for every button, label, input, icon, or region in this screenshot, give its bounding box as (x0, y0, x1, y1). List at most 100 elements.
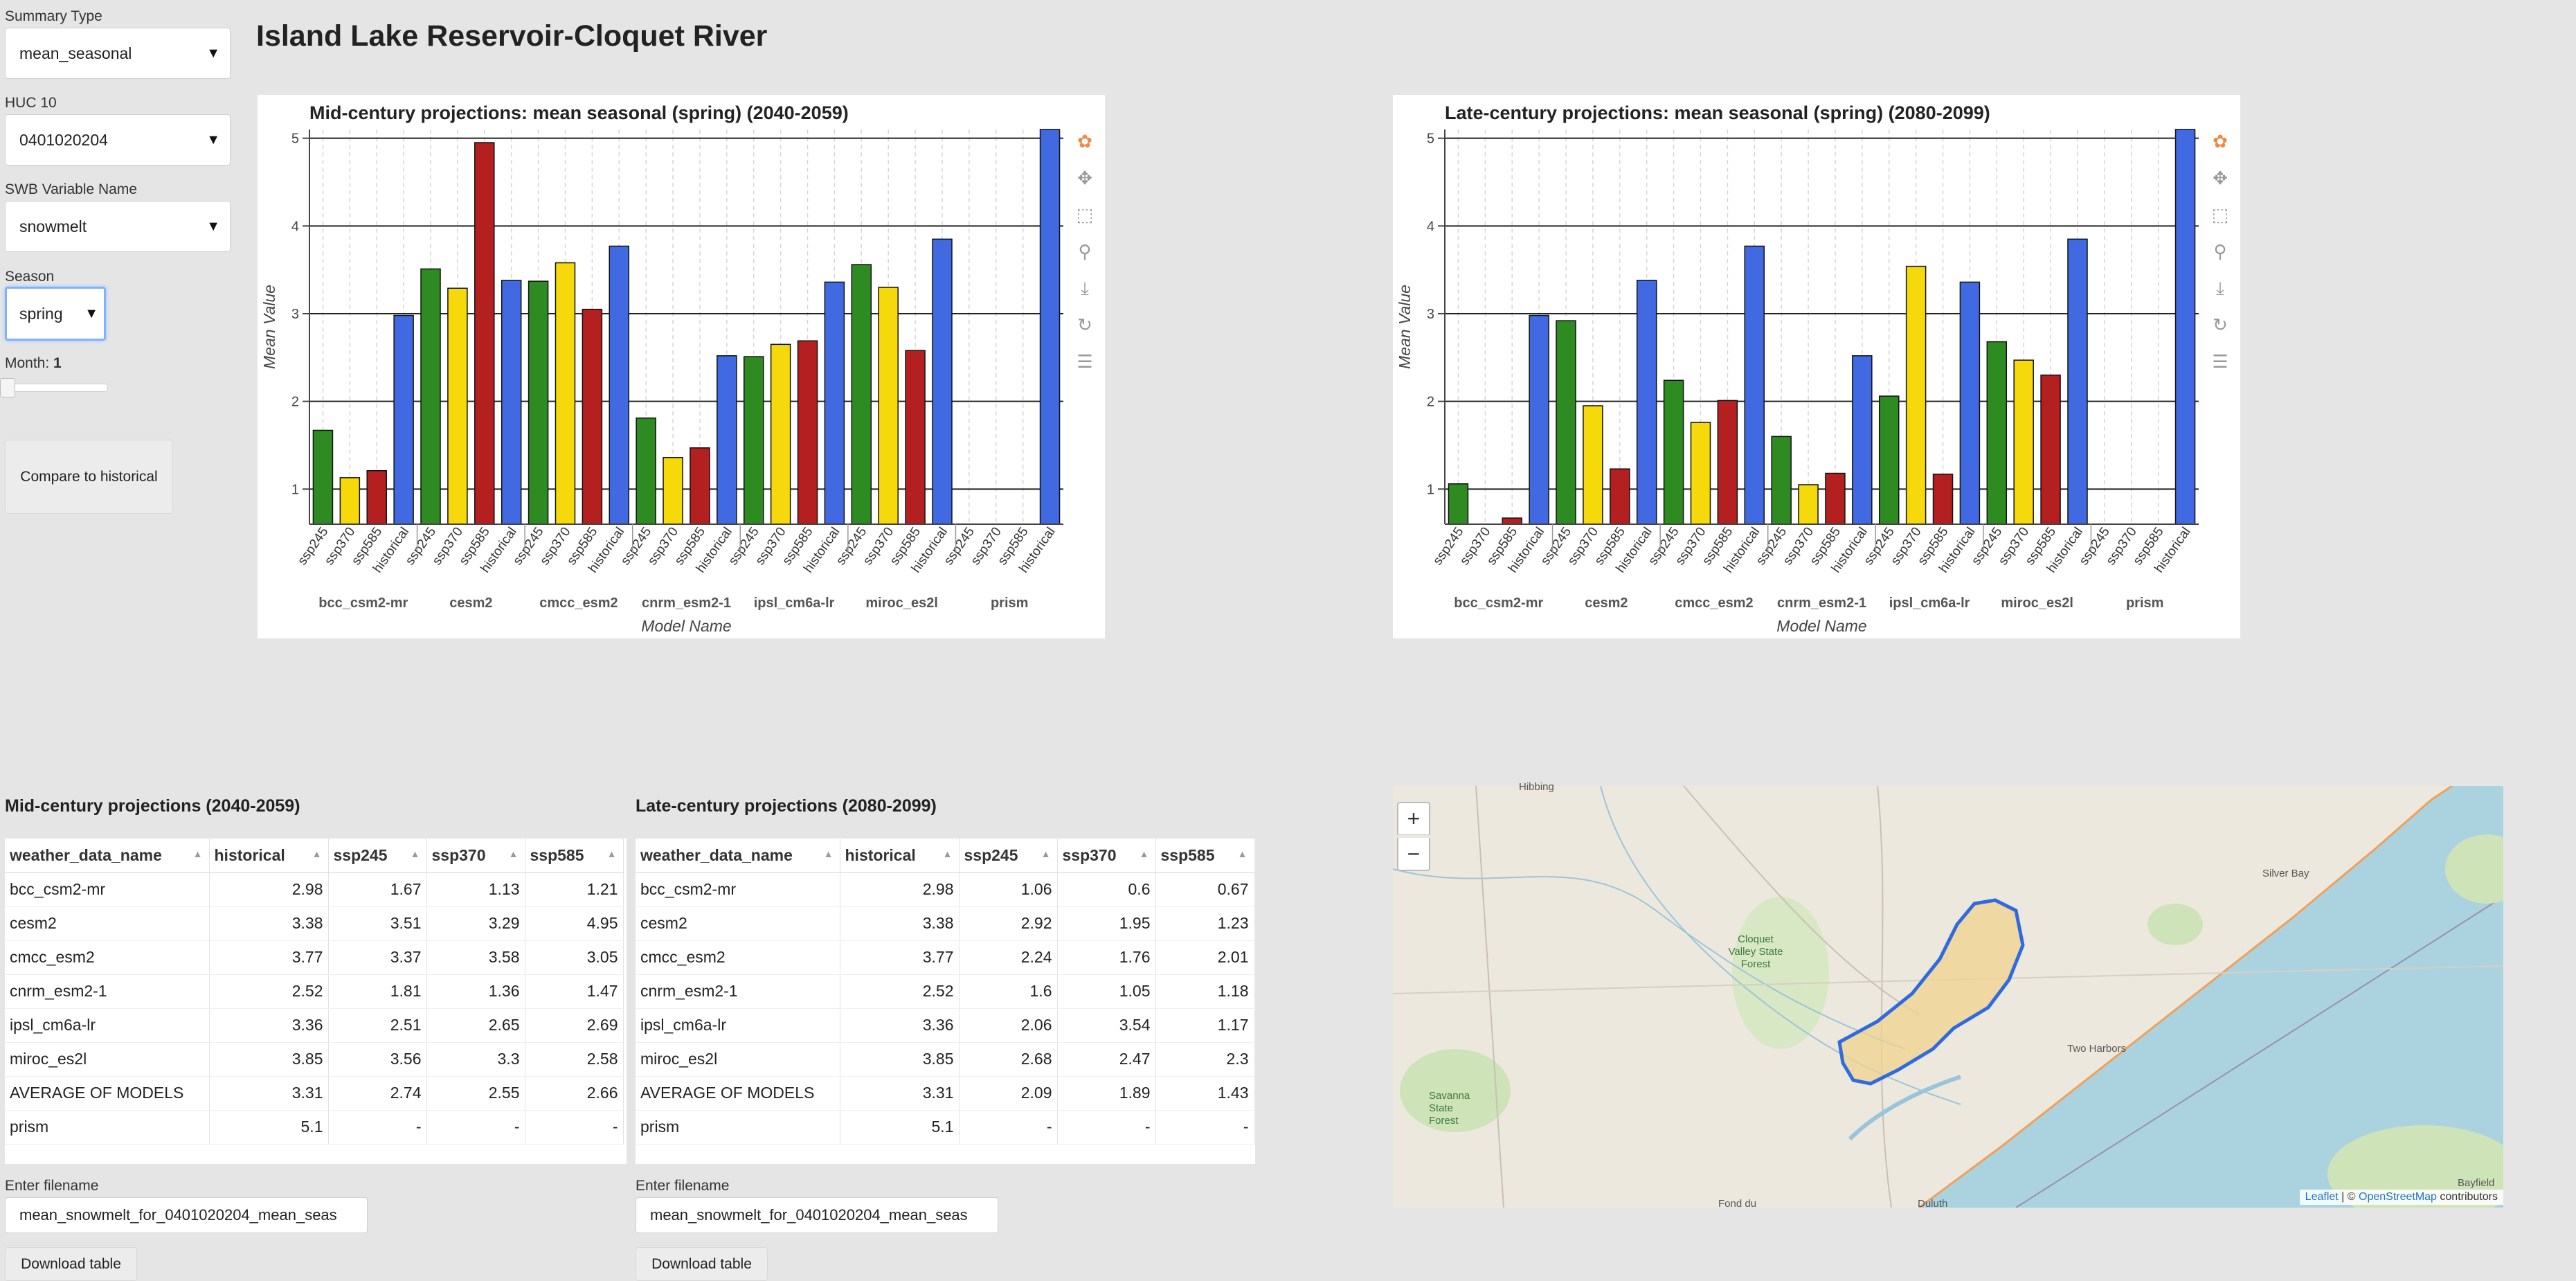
column-header-historical[interactable]: historical ▲ (840, 839, 960, 873)
x-group-label: ipsl_cm6a-lr (1889, 595, 1970, 611)
wheel-zoom-icon[interactable]: ⚲ (2213, 241, 2226, 262)
box-zoom-icon[interactable]: ⬚ (1077, 204, 1094, 225)
save-icon[interactable]: ⤓ (1081, 278, 1089, 298)
place-bayfield: Bayfield (2458, 1177, 2495, 1189)
bar-ssp585-cmcc_esm2 (582, 308, 603, 525)
table-cell: 1.05 (1057, 974, 1156, 1009)
watershed-map[interactable] (1393, 786, 2503, 1208)
table-cell: AVERAGE OF MODELS (636, 1076, 840, 1111)
map-attribution: Leaflet | © OpenStreetMap contributors (2299, 1190, 2503, 1205)
bar-historical-cnrm_esm2-1 (717, 355, 737, 525)
table-cell: 3.38 (209, 906, 329, 941)
osm-link[interactable]: OpenStreetMap (2359, 1191, 2437, 1203)
sort-icon[interactable]: ▲ (192, 848, 203, 859)
table-cell: 2.01 (1155, 940, 1254, 975)
summary-type-label: Summary Type (5, 8, 102, 24)
hover-icon[interactable]: ☰ (2212, 351, 2228, 372)
sort-icon[interactable]: ▲ (508, 848, 519, 859)
table-cell: 1.47 (525, 974, 624, 1009)
column-header-weather_data_name[interactable]: weather_data_name ▲ (636, 839, 840, 873)
map-tiles (1393, 786, 2503, 1208)
month-slider-handle[interactable] (0, 378, 15, 397)
x-group-label: cnrm_esm2-1 (1777, 595, 1866, 611)
reset-icon[interactable]: ↻ (2213, 314, 2228, 335)
column-header-ssp245[interactable]: ssp245 ▲ (328, 839, 427, 873)
month-slider-track[interactable] (6, 384, 108, 392)
season-select[interactable]: spring ▼ (5, 287, 106, 341)
place-silver-bay: Silver Bay (2262, 868, 2309, 879)
mid-download-button[interactable]: Download table (5, 1247, 137, 1281)
bar-historical-cmcc_esm2 (609, 245, 630, 525)
bar-ssp245-cmcc_esm2 (1663, 379, 1684, 525)
summary-type-select[interactable]: mean_seasonal ▼ (5, 28, 231, 79)
hover-icon[interactable]: ☰ (1077, 351, 1092, 372)
place-duluth: Duluth (1918, 1198, 1948, 1210)
bar-ssp245-miroc_es2l (851, 264, 872, 525)
place-hibbing: Hibbing (1519, 781, 1554, 793)
column-header-ssp245[interactable]: ssp245 ▲ (959, 839, 1058, 873)
month-value: 1 (53, 355, 62, 371)
late-table-title: Late-century projections (2080-2099) (636, 796, 937, 816)
table-cell: 1.43 (1155, 1076, 1254, 1111)
table-row: cmcc_esm2 3.77 3.37 3.58 3.05 (5, 940, 624, 975)
late-filename-input[interactable]: mean_snowmelt_for_0401020204_mean_seas (636, 1197, 998, 1233)
huc10-select[interactable]: 0401020204 ▼ (5, 114, 231, 165)
leaflet-link[interactable]: Leaflet (2305, 1191, 2339, 1203)
sort-icon[interactable]: ▲ (942, 848, 953, 859)
zoom-out-button[interactable]: − (1397, 838, 1430, 871)
sort-icon[interactable]: ▲ (312, 848, 322, 859)
table-cell: 3.54 (1057, 1008, 1156, 1043)
y-tick-label: 1 (291, 482, 299, 497)
save-icon[interactable]: ⤓ (2216, 278, 2224, 298)
wheel-zoom-icon[interactable]: ⚲ (1078, 241, 1091, 262)
table-cell: 2.65 (426, 1008, 525, 1043)
pan-icon[interactable]: ✥ (1077, 168, 1092, 188)
table-cell: 1.67 (328, 872, 427, 907)
bar-ssp585-miroc_es2l (2040, 374, 2061, 525)
pan-icon[interactable]: ✥ (2213, 168, 2228, 188)
bar-ssp370-cnrm_esm2-1 (1798, 484, 1819, 525)
compare-historical-button[interactable]: Compare to historical (5, 440, 173, 514)
bar-ssp585-cnrm_esm2-1 (690, 447, 710, 525)
column-header-ssp585[interactable]: ssp585 ▲ (525, 839, 624, 873)
sort-icon[interactable]: ▲ (1237, 848, 1248, 859)
table-cell: 4.95 (525, 906, 624, 941)
column-header-weather_data_name[interactable]: weather_data_name ▲ (5, 839, 210, 873)
huc10-watershed-boundary (1837, 898, 2025, 1086)
shoreline-road (1918, 786, 2453, 1208)
bar-ssp370-ipsl_cm6a-lr (1905, 265, 1927, 525)
sort-icon[interactable]: ▲ (1041, 848, 1051, 859)
sort-icon[interactable]: ▲ (1139, 848, 1149, 859)
place-two-harbors: Two Harbors (2067, 1043, 2127, 1055)
column-header-ssp370[interactable]: ssp370 ▲ (426, 839, 525, 873)
mid-filename-input[interactable]: mean_snowmelt_for_0401020204_mean_seas (5, 1197, 368, 1233)
bar-ssp370-cnrm_esm2-1 (663, 456, 683, 525)
bokeh-logo-icon[interactable]: ✿ (2213, 131, 2228, 152)
late-filename-label: Enter filename (636, 1178, 730, 1194)
sort-icon[interactable]: ▲ (823, 848, 834, 859)
table-cell: 3.37 (328, 940, 427, 975)
zoom-in-button[interactable]: + (1397, 802, 1430, 835)
sort-icon[interactable]: ▲ (606, 848, 617, 859)
bar-historical-cmcc_esm2 (1744, 245, 1765, 525)
y-axis-label: Mean Value (260, 285, 278, 369)
swb-variable-select[interactable]: snowmelt ▼ (5, 201, 231, 252)
mid-table: weather_data_name ▲ historical ▲ ssp245 ▲ ssp3… (5, 839, 627, 1164)
bokeh-logo-icon[interactable]: ✿ (1077, 131, 1092, 152)
column-header-historical[interactable]: historical ▲ (209, 839, 329, 873)
x-axis-label: Model Name (1776, 617, 1866, 635)
table-cell: 0.6 (1057, 872, 1156, 907)
bar-ssp585-ipsl_cm6a-lr (797, 340, 818, 525)
table-cell: 3.58 (426, 940, 525, 975)
sort-icon[interactable]: ▲ (410, 848, 420, 859)
column-header-ssp370[interactable]: ssp370 ▲ (1057, 839, 1156, 873)
late-download-button[interactable]: Download table (636, 1247, 768, 1281)
column-header-ssp585[interactable]: ssp585 ▲ (1155, 839, 1254, 873)
summary-type-value: mean_seasonal (19, 44, 132, 62)
bar-historical-bcc_csm2-mr (393, 314, 414, 525)
box-zoom-icon[interactable]: ⬚ (2212, 204, 2229, 225)
reset-icon[interactable]: ↻ (1077, 314, 1092, 335)
bar-ssp585-bcc_csm2-mr (1502, 517, 1522, 525)
bar-ssp370-ipsl_cm6a-lr (770, 343, 791, 525)
table-cell: 5.1 (840, 1110, 960, 1145)
